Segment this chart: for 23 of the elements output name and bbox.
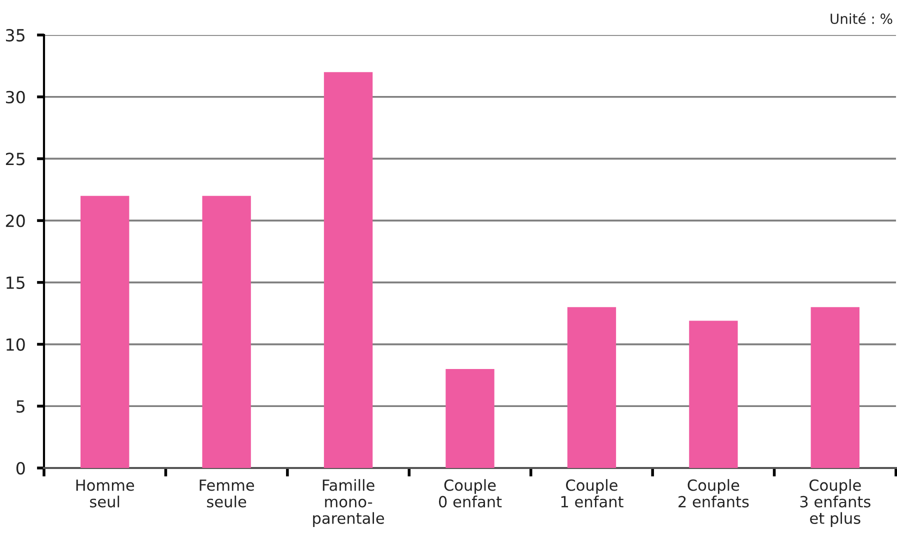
bar: [202, 196, 251, 468]
x-tick-label: Couple 3 enfants et plus: [800, 479, 870, 527]
x-tick-label: Homme seul: [76, 480, 134, 508]
y-tick-label: 5: [16, 400, 24, 413]
bar: [80, 196, 130, 468]
x-tick-label: Femme seule: [200, 480, 254, 508]
x-tick-label: Couple 1 enfant: [561, 479, 624, 508]
bar: [567, 307, 616, 468]
x-tick-label: Couple 0 enfant: [438, 479, 502, 508]
bar: [446, 369, 494, 468]
y-tick-label: 15: [6, 276, 24, 289]
y-tick-label: 0: [16, 462, 25, 475]
y-tick-label: 30: [6, 90, 25, 104]
bar: [810, 307, 860, 468]
y-tick-label: 35: [6, 28, 24, 42]
y-tick-label: 25: [6, 152, 24, 166]
bar: [689, 320, 738, 468]
y-tick-label: 20: [6, 214, 25, 228]
text: Unité : %: [830, 12, 892, 24]
x-tick-label: Famille mono- parentale: [313, 479, 384, 527]
bar: [324, 72, 373, 468]
x-tick-label: Couple 2 enfants: [678, 479, 749, 508]
y-tick-label: 10: [6, 338, 25, 351]
